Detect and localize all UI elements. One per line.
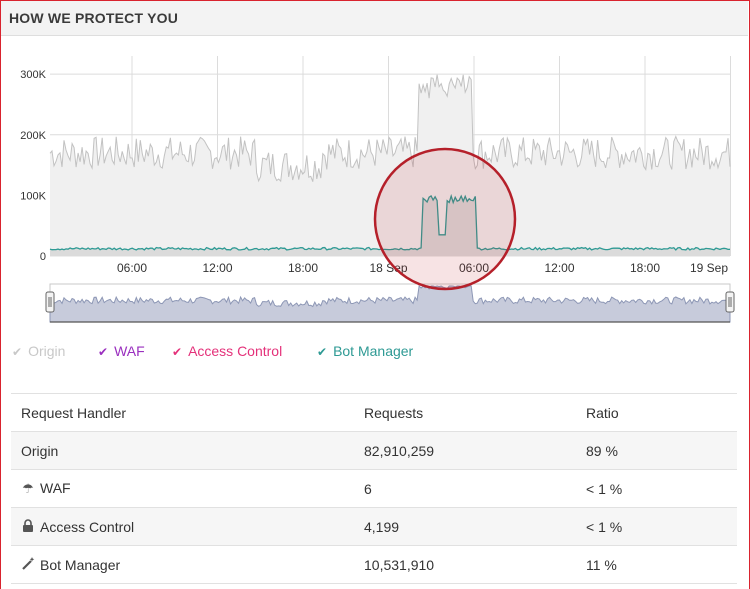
handler-cell: Origin (11, 431, 354, 470)
x-tick-label: 12:00 (544, 261, 574, 275)
y-tick-label: 200K (20, 130, 46, 142)
x-tick-label: 18:00 (288, 261, 318, 275)
handler-cell: Access Control (11, 507, 354, 546)
panel-title: HOW WE PROTECT YOU (9, 10, 179, 26)
legend-label: Access Control (188, 343, 283, 359)
request-handler-table: Request Handler Requests Ratio Origin 82… (11, 393, 737, 584)
handler-name: Bot Manager (40, 556, 121, 573)
table-row: ☂ WAF 6 < 1 % (11, 469, 737, 508)
table-row: Bot Manager 10,531,910 11 % (11, 545, 737, 584)
legend-item-waf[interactable]: ✔ WAF (98, 343, 145, 359)
requests-cell: 82,910,259 (354, 431, 576, 470)
column-header-handler[interactable]: Request Handler (11, 393, 354, 432)
legend-label: Origin (28, 343, 66, 359)
requests-cell: 4,199 (354, 507, 576, 546)
panel-header: HOW WE PROTECT YOU (1, 1, 748, 36)
ratio-cell: < 1 % (576, 469, 737, 508)
legend-label: WAF (114, 343, 145, 359)
check-icon: ✔ (12, 345, 23, 359)
y-tick-label: 100K (20, 190, 46, 202)
legend-label: Bot Manager (333, 343, 414, 359)
handler-cell: Bot Manager (11, 545, 354, 584)
x-tick-label: 18:00 (630, 261, 660, 275)
check-icon: ✔ (98, 345, 109, 359)
navigator-left-handle[interactable] (45, 291, 55, 313)
column-header-requests[interactable]: Requests (354, 393, 576, 432)
navigator-right-handle[interactable] (725, 291, 735, 313)
requests-cell: 6 (354, 469, 576, 508)
x-tick-label: 12:00 (202, 261, 232, 275)
ratio-cell: 11 % (576, 545, 737, 584)
bot-manager-series (49, 193, 731, 256)
y-tick-label: 0 (40, 251, 46, 263)
check-icon: ✔ (172, 345, 183, 359)
x-tick-label: 06:00 (459, 261, 489, 275)
ratio-cell: 89 % (576, 431, 737, 470)
range-navigator (45, 283, 735, 323)
origin-series (49, 74, 731, 256)
y-axis-ticks: 300K 200K 100K 0 (20, 69, 46, 263)
legend-item-access-control[interactable]: ✔ Access Control (172, 343, 282, 359)
navigator-series (49, 284, 731, 323)
bot-manager-line (49, 193, 731, 251)
x-tick-label: 06:00 (117, 261, 147, 275)
umbrella-icon: ☂ (22, 481, 34, 496)
handle-grip (725, 291, 735, 313)
y-tick-label: 300K (20, 69, 46, 81)
table-header-row: Request Handler Requests Ratio (11, 393, 737, 432)
highlight-circle (373, 147, 517, 291)
requests-cell: 10,531,910 (354, 545, 576, 584)
legend-item-origin[interactable]: ✔ Origin (12, 343, 65, 359)
column-header-ratio[interactable]: Ratio (576, 393, 737, 432)
x-tick-label: 19 Sep (690, 261, 728, 275)
check-icon: ✔ (317, 345, 328, 359)
origin-line (49, 74, 731, 183)
ratio-cell: < 1 % (576, 507, 737, 546)
handler-name: Origin (21, 442, 59, 459)
magic-wand-icon (21, 556, 35, 573)
lock-icon (21, 518, 35, 535)
handler-name: Access Control (40, 518, 135, 535)
origin-area-fill (50, 74, 730, 256)
legend-item-bot-manager[interactable]: ✔ Bot Manager (317, 343, 413, 359)
table-row: Origin 82,910,259 89 % (11, 431, 737, 470)
handler-cell: ☂ WAF (11, 469, 354, 508)
handle-grip (45, 291, 55, 313)
handler-name: WAF (40, 480, 71, 496)
table-row: Access Control 4,199 < 1 % (11, 507, 737, 546)
